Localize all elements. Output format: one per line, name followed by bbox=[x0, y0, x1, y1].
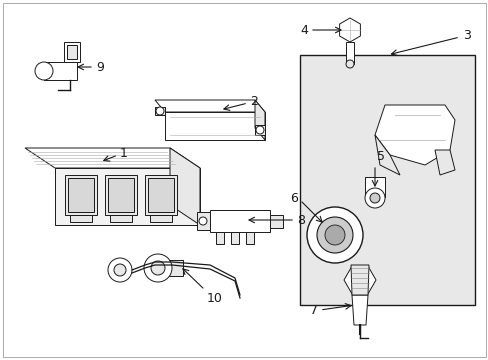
Polygon shape bbox=[254, 100, 264, 140]
Text: 2: 2 bbox=[249, 95, 257, 108]
Circle shape bbox=[369, 193, 379, 203]
Text: 9: 9 bbox=[96, 60, 103, 73]
Polygon shape bbox=[254, 125, 264, 135]
Bar bbox=[230, 232, 239, 244]
Bar bbox=[245, 232, 253, 244]
Circle shape bbox=[364, 188, 384, 208]
Polygon shape bbox=[434, 150, 454, 175]
Bar bbox=[168, 260, 183, 276]
Text: 4: 4 bbox=[300, 23, 307, 36]
Polygon shape bbox=[374, 105, 454, 165]
Polygon shape bbox=[145, 175, 177, 215]
Polygon shape bbox=[350, 265, 368, 295]
Polygon shape bbox=[155, 100, 264, 112]
Circle shape bbox=[114, 264, 126, 276]
Polygon shape bbox=[209, 210, 269, 232]
Polygon shape bbox=[269, 215, 283, 228]
Text: 1: 1 bbox=[120, 147, 128, 159]
Text: 6: 6 bbox=[289, 192, 297, 204]
Polygon shape bbox=[155, 107, 164, 115]
Circle shape bbox=[35, 62, 53, 80]
Polygon shape bbox=[65, 175, 97, 215]
Text: 7: 7 bbox=[309, 303, 317, 316]
Circle shape bbox=[346, 60, 353, 68]
Polygon shape bbox=[64, 42, 80, 62]
Polygon shape bbox=[170, 148, 200, 225]
Polygon shape bbox=[343, 266, 375, 294]
Polygon shape bbox=[148, 178, 174, 212]
Polygon shape bbox=[351, 295, 367, 325]
Text: 8: 8 bbox=[296, 213, 305, 226]
Circle shape bbox=[256, 126, 264, 134]
Polygon shape bbox=[364, 177, 384, 197]
Polygon shape bbox=[197, 212, 209, 230]
Circle shape bbox=[143, 254, 172, 282]
Bar bbox=[299, 55, 474, 305]
Circle shape bbox=[199, 217, 206, 225]
Circle shape bbox=[316, 217, 352, 253]
Circle shape bbox=[325, 225, 345, 245]
Polygon shape bbox=[105, 175, 137, 215]
Polygon shape bbox=[55, 168, 200, 225]
Text: 5: 5 bbox=[376, 150, 384, 163]
Polygon shape bbox=[70, 215, 92, 222]
Polygon shape bbox=[339, 18, 360, 42]
Polygon shape bbox=[150, 215, 172, 222]
Text: 3: 3 bbox=[462, 28, 470, 41]
Polygon shape bbox=[164, 112, 264, 140]
Circle shape bbox=[306, 207, 362, 263]
Text: 10: 10 bbox=[206, 292, 223, 305]
Polygon shape bbox=[374, 135, 399, 175]
Bar bbox=[216, 232, 224, 244]
Circle shape bbox=[156, 107, 163, 115]
Polygon shape bbox=[68, 178, 94, 212]
Polygon shape bbox=[44, 62, 77, 80]
Polygon shape bbox=[108, 178, 134, 212]
Polygon shape bbox=[67, 45, 77, 59]
Polygon shape bbox=[25, 148, 200, 168]
Bar bbox=[346, 42, 353, 64]
Circle shape bbox=[151, 261, 164, 275]
Polygon shape bbox=[110, 215, 132, 222]
Circle shape bbox=[108, 258, 132, 282]
